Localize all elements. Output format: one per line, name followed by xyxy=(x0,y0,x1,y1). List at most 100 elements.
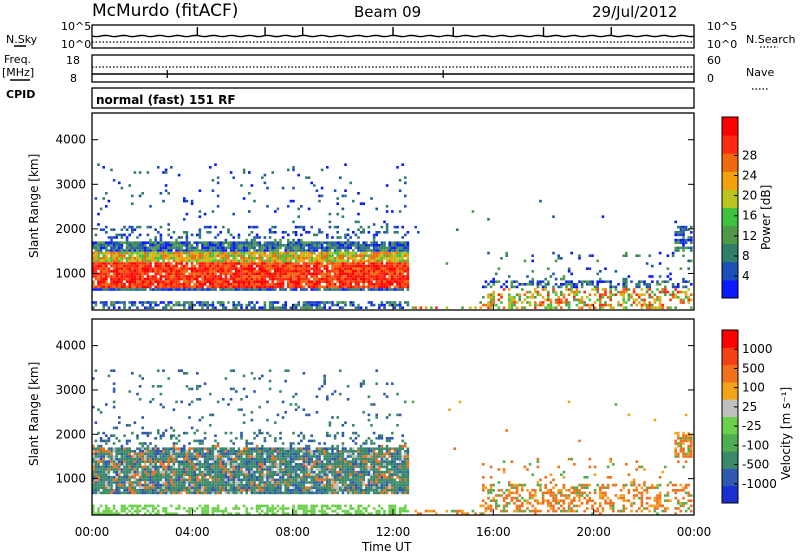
power-cell xyxy=(159,254,163,257)
power-cell xyxy=(255,272,259,276)
velocity-cell xyxy=(175,489,178,492)
power-cell xyxy=(240,259,243,263)
velocity-cell xyxy=(193,465,196,469)
power-cell xyxy=(245,246,248,250)
velocity-cell xyxy=(188,478,191,482)
power-colorbar-swatch xyxy=(722,153,738,172)
velocity-cell xyxy=(154,478,157,482)
velocity-cell xyxy=(198,418,202,422)
velocity-cell xyxy=(151,465,155,469)
power-cell xyxy=(300,283,303,286)
velocity-cell xyxy=(227,489,230,492)
velocity-cell xyxy=(196,439,199,443)
power-cell xyxy=(203,262,207,265)
power-cell xyxy=(339,241,342,244)
power-cell xyxy=(388,246,391,250)
velocity-cell xyxy=(159,457,163,461)
velocity-cell xyxy=(125,463,129,466)
power-cell xyxy=(154,238,157,242)
velocity-cell xyxy=(183,447,186,450)
power-cell xyxy=(302,301,306,304)
power-cell xyxy=(167,228,170,231)
power-cell xyxy=(92,251,95,255)
velocity-cell xyxy=(94,481,98,484)
velocity-cell xyxy=(206,486,209,489)
freq-tick-low: 8 xyxy=(70,72,77,85)
power-cell xyxy=(105,205,108,208)
power-cell xyxy=(596,272,599,276)
velocity-cell xyxy=(235,460,238,463)
power-cell xyxy=(398,246,402,250)
power-cell xyxy=(549,306,553,309)
power-cell xyxy=(404,270,407,273)
velocity-cell xyxy=(162,431,165,435)
velocity-cell xyxy=(125,470,129,474)
power-cell xyxy=(183,267,186,270)
velocity-cell xyxy=(190,447,194,450)
power-cell xyxy=(170,306,173,309)
power-colorbar-swatch xyxy=(722,171,738,190)
power-cell xyxy=(396,254,399,257)
power-cell xyxy=(170,241,173,244)
power-cell xyxy=(578,280,581,283)
power-cell xyxy=(159,280,163,283)
velocity-cell xyxy=(180,455,183,458)
power-cell xyxy=(229,267,233,270)
power-cell xyxy=(349,285,352,289)
power-cell xyxy=(164,251,168,255)
power-cell xyxy=(175,283,178,286)
power-cell xyxy=(287,283,290,286)
power-cell xyxy=(146,249,150,252)
power-colorbar-swatch xyxy=(722,261,738,281)
power-cell xyxy=(385,251,389,255)
power-cell xyxy=(237,272,241,276)
power-cell xyxy=(640,298,644,302)
power-cell xyxy=(248,241,251,244)
power-cell xyxy=(391,264,394,268)
power-cell xyxy=(601,306,605,309)
power-cell xyxy=(92,241,95,244)
velocity-cell xyxy=(242,452,246,456)
power-cell xyxy=(222,251,225,255)
velocity-cell xyxy=(164,473,168,476)
power-cell xyxy=(380,244,384,247)
velocity-cell xyxy=(229,483,233,487)
power-cell xyxy=(508,306,511,309)
power-cell xyxy=(297,270,300,273)
velocity-cell xyxy=(224,377,228,380)
power-cell xyxy=(344,254,347,257)
power-cell xyxy=(349,244,352,247)
power-cell xyxy=(136,270,139,273)
power-cell xyxy=(185,251,189,255)
velocity-cell xyxy=(128,483,131,487)
power-cell xyxy=(391,303,394,307)
velocity-cell xyxy=(261,452,264,456)
power-cell xyxy=(331,301,334,304)
power-cell xyxy=(177,251,181,255)
power-cell xyxy=(198,264,202,268)
power-cell xyxy=(248,272,251,276)
power-cell xyxy=(404,241,407,244)
power-cell xyxy=(92,285,95,289)
power-cell xyxy=(331,283,334,286)
power-cell xyxy=(471,210,475,213)
power-cell xyxy=(346,257,350,260)
power-cell xyxy=(216,285,220,289)
power-cell xyxy=(245,285,248,289)
velocity-cell xyxy=(133,457,137,461)
velocity-cell xyxy=(151,483,155,487)
velocity-cell xyxy=(177,460,181,463)
power-cell xyxy=(333,257,337,260)
power-cell xyxy=(297,241,300,244)
power-cell xyxy=(151,251,155,255)
power-cell xyxy=(193,270,196,273)
power-cell xyxy=(138,301,142,304)
power-cell xyxy=(136,236,139,239)
velocity-cell xyxy=(180,369,183,372)
velocity-cell xyxy=(196,486,199,489)
power-cell xyxy=(279,285,282,289)
velocity-cell xyxy=(92,450,95,453)
power-cell xyxy=(651,264,654,268)
power-cell xyxy=(112,236,116,239)
power-cell xyxy=(151,241,155,244)
